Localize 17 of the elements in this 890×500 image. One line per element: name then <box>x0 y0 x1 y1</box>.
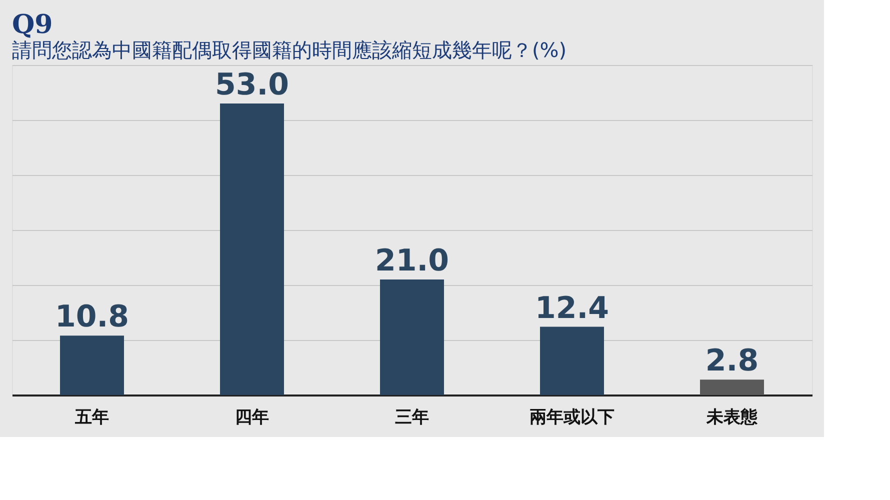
data-label: 53.0 <box>214 68 290 102</box>
chart-subtitle: 請問您認為中國籍配偶取得國籍的時間應該縮短成幾年呢？(%) <box>12 38 567 62</box>
bar <box>60 336 124 395</box>
data-label: 21.0 <box>374 244 450 278</box>
bar <box>700 380 764 395</box>
data-label: 2.8 <box>705 344 759 379</box>
chart-title: Q9 <box>12 10 53 40</box>
data-label: 10.8 <box>54 300 130 335</box>
x-tick-label: 三年 <box>395 408 429 428</box>
x-tick-label: 四年 <box>235 408 269 428</box>
bar <box>540 326 604 395</box>
x-tick-label: 未表態 <box>706 408 758 428</box>
x-tick-label: 五年 <box>74 408 109 428</box>
x-tick-label: 兩年或以下 <box>530 408 614 428</box>
bar <box>220 104 284 395</box>
bar <box>380 280 444 395</box>
data-label: 12.4 <box>534 290 610 326</box>
